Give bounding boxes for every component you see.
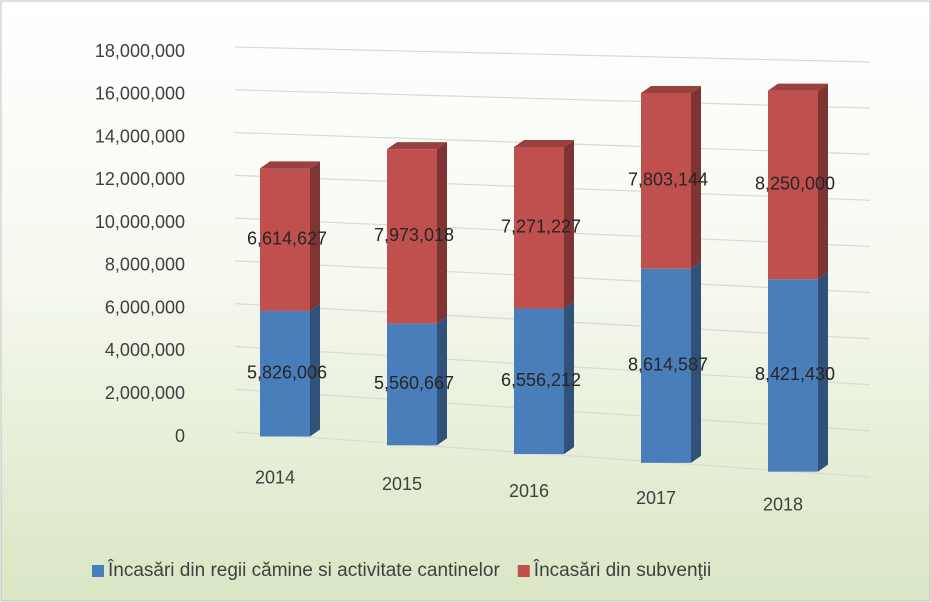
y-tick-label: 14,000,000 (95, 126, 185, 146)
bar (387, 323, 437, 446)
bar-side (310, 161, 320, 311)
y-tick-label: 8,000,000 (105, 255, 185, 275)
x-tick-label: 2016 (509, 481, 549, 501)
data-label: 8,250,000 (755, 174, 835, 194)
bar (641, 92, 691, 269)
x-tick-label: 2014 (255, 467, 295, 487)
bar-side (691, 261, 701, 463)
x-tick-label: 2018 (763, 495, 803, 515)
legend-label: Încasări din regii cămine si activitate … (107, 559, 500, 581)
bar (260, 310, 310, 437)
grid-line (234, 46, 871, 63)
y-tick-label: 12,000,000 (95, 169, 185, 189)
bar (768, 279, 818, 472)
grid-line (234, 89, 871, 109)
data-label: 7,271,227 (501, 217, 581, 237)
bar (641, 268, 691, 463)
bar-top (260, 161, 320, 169)
y-tick-label: 6,000,000 (105, 297, 185, 317)
bar (514, 147, 564, 309)
x-tick-label: 2015 (382, 474, 422, 494)
bar (387, 149, 437, 324)
data-label: 7,803,144 (628, 170, 708, 190)
y-tick-label: 2,000,000 (105, 383, 185, 403)
bar-side (437, 142, 447, 324)
legend-swatch (517, 565, 530, 577)
data-label: 6,614,627 (247, 228, 327, 248)
bar-side (437, 316, 447, 446)
bar-top (514, 140, 574, 148)
bar-top (768, 83, 828, 91)
data-label: 5,826,006 (247, 362, 327, 382)
data-label: 6,556,212 (501, 370, 581, 390)
bar-top (641, 85, 701, 93)
data-label: 5,560,667 (374, 373, 454, 393)
bar-side (564, 301, 574, 455)
y-tick-label: 0 (175, 426, 185, 446)
bar-side (818, 272, 828, 472)
bar-side (310, 303, 320, 437)
data-label: 8,614,587 (628, 355, 708, 375)
bar (768, 90, 818, 280)
y-tick-label: 18,000,000 (95, 41, 185, 61)
y-tick-label: 16,000,000 (95, 84, 185, 104)
legend-swatch (92, 565, 104, 577)
grid-line (234, 431, 871, 478)
bar-top (387, 142, 447, 150)
data-label: 7,973,018 (374, 225, 454, 245)
bar (514, 308, 564, 455)
bar-side (818, 83, 828, 280)
bar-side (564, 140, 574, 309)
bar-side (691, 85, 701, 269)
y-tick-label: 4,000,000 (105, 340, 185, 360)
x-tick-label: 2017 (636, 488, 676, 508)
bar (260, 168, 310, 311)
y-tick-label: 10,000,000 (95, 212, 185, 232)
legend-label: Încasări din subvenţii (533, 559, 711, 581)
data-label: 8,421,430 (755, 364, 835, 384)
